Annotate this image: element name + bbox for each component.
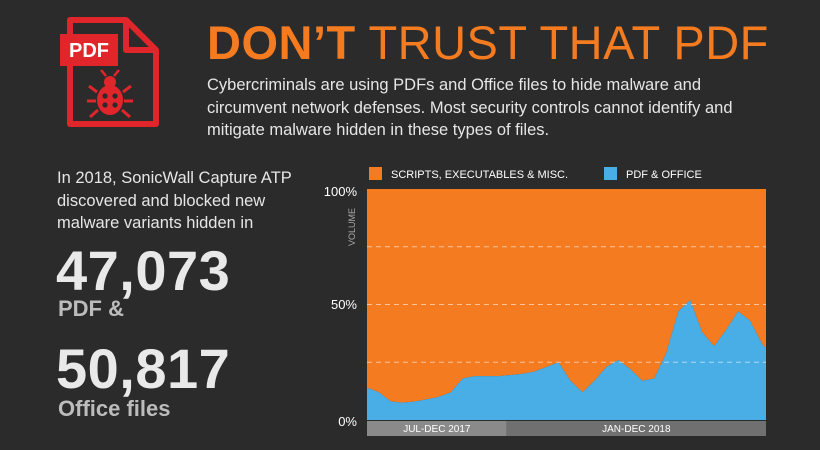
pdf-count-label: PDF & [58, 296, 124, 321]
title-rest: TRUST THAT PDF [368, 16, 769, 69]
pdf-tag-label: PDF [69, 40, 109, 62]
pdf-file-bug-icon: PDF [52, 12, 162, 132]
legend-label: PDF & OFFICE [626, 169, 702, 181]
legend-swatch [604, 167, 617, 180]
area-scripts-executables [367, 189, 766, 403]
page-title: DON’T TRUST THAT PDF [207, 16, 769, 70]
y-axis-label: VOLUME [347, 208, 357, 246]
area-pdf-office [367, 299, 766, 420]
period-label: JUL-DEC 2017 [403, 424, 471, 435]
y-tick-label: 100% [324, 184, 358, 199]
stats-intro: In 2018, SonicWall Capture ATP discovere… [57, 169, 292, 232]
legend-swatch [369, 167, 382, 180]
y-tick-label: 0% [338, 414, 357, 429]
period-band [506, 421, 766, 436]
title-emphasis: DON’T [207, 16, 356, 69]
y-tick-label: 50% [331, 297, 357, 312]
period-band [367, 421, 507, 436]
page-subtitle: Cybercriminals are using PDFs and Office… [207, 76, 733, 139]
legend-label: SCRIPTS, EXECUTABLES & MISC. [391, 169, 568, 181]
period-label: JAN-DEC 2018 [602, 424, 671, 435]
bug-icon [87, 69, 133, 119]
pdf-count: 47,073 [56, 239, 231, 302]
office-count: 50,817 [56, 337, 231, 400]
office-count-label: Office files [58, 396, 171, 421]
pdf-tag [60, 34, 118, 66]
